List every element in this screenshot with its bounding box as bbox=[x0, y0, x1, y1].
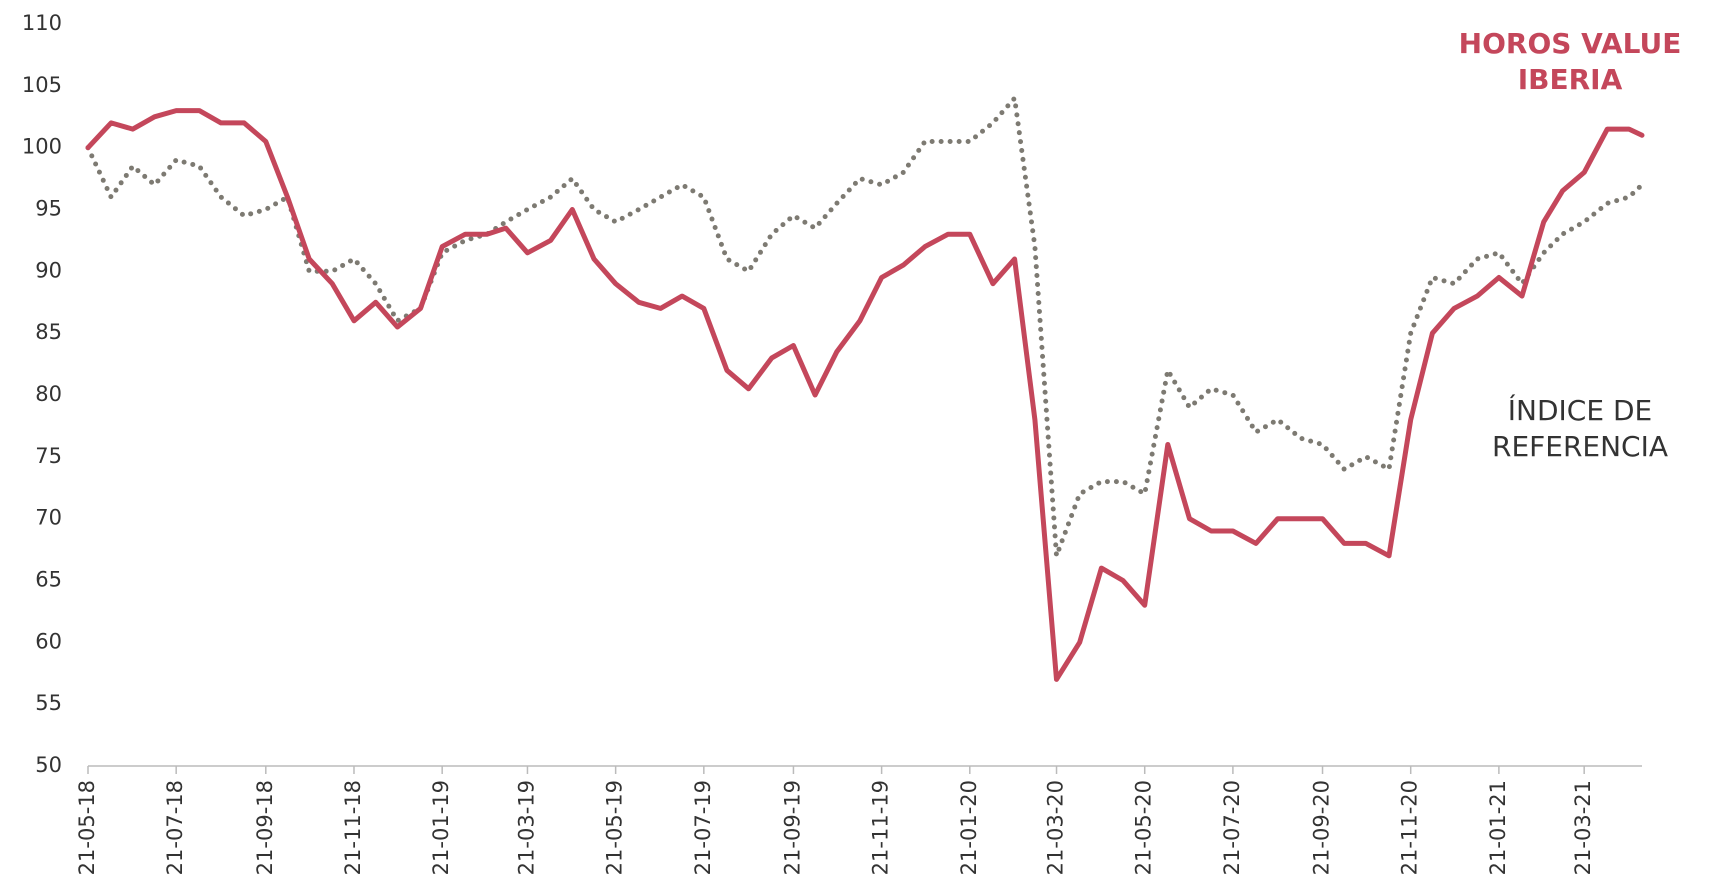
x-tick-label: 21-01-19 bbox=[429, 780, 453, 875]
x-tick-label: 21-01-21 bbox=[1486, 780, 1510, 875]
x-tick-label: 21-11-20 bbox=[1398, 780, 1422, 875]
x-tick-label: 21-05-18 bbox=[75, 780, 99, 875]
x-tick-label: 21-11-19 bbox=[869, 780, 893, 875]
y-tick-label: 50 bbox=[35, 753, 62, 777]
y-tick-label: 80 bbox=[35, 382, 62, 406]
series-label: ÍNDICE DE REFERENCIA bbox=[1492, 394, 1668, 463]
y-tick-label: 85 bbox=[35, 320, 62, 344]
y-tick-label: 110 bbox=[22, 11, 62, 35]
x-tick-label: 21-09-18 bbox=[253, 780, 277, 875]
y-tick-label: 100 bbox=[22, 135, 62, 159]
y-tick-label: 70 bbox=[35, 506, 62, 530]
y-tick-label: 105 bbox=[22, 73, 62, 97]
x-tick-label: 21-09-19 bbox=[780, 780, 804, 875]
x-tick-label: 21-01-20 bbox=[957, 780, 981, 875]
x-tick-label: 21-03-20 bbox=[1044, 780, 1068, 875]
x-tick-label: 21-03-21 bbox=[1571, 780, 1595, 875]
y-tick-label: 55 bbox=[35, 691, 62, 715]
series-label: HOROS VALUE IBERIA bbox=[1458, 27, 1682, 96]
x-tick-label: 21-09-20 bbox=[1310, 780, 1334, 875]
x-tick-label: 21-11-18 bbox=[341, 780, 365, 875]
y-tick-label: 90 bbox=[35, 258, 62, 282]
x-tick-label: 21-05-20 bbox=[1132, 780, 1156, 875]
y-tick-label: 60 bbox=[35, 629, 62, 653]
x-tick-label: 21-07-20 bbox=[1220, 780, 1244, 875]
x-tick-label: 21-05-19 bbox=[603, 780, 627, 875]
y-tick-label: 95 bbox=[35, 197, 62, 221]
x-tick-label: 21-07-18 bbox=[163, 780, 187, 875]
series-line bbox=[85, 108, 1645, 682]
y-tick-label: 75 bbox=[35, 444, 62, 468]
y-tick-label: 65 bbox=[35, 568, 62, 592]
x-tick-label: 21-03-19 bbox=[514, 780, 538, 875]
series-line bbox=[85, 95, 1645, 559]
x-tick-label: 21-07-19 bbox=[691, 780, 715, 875]
